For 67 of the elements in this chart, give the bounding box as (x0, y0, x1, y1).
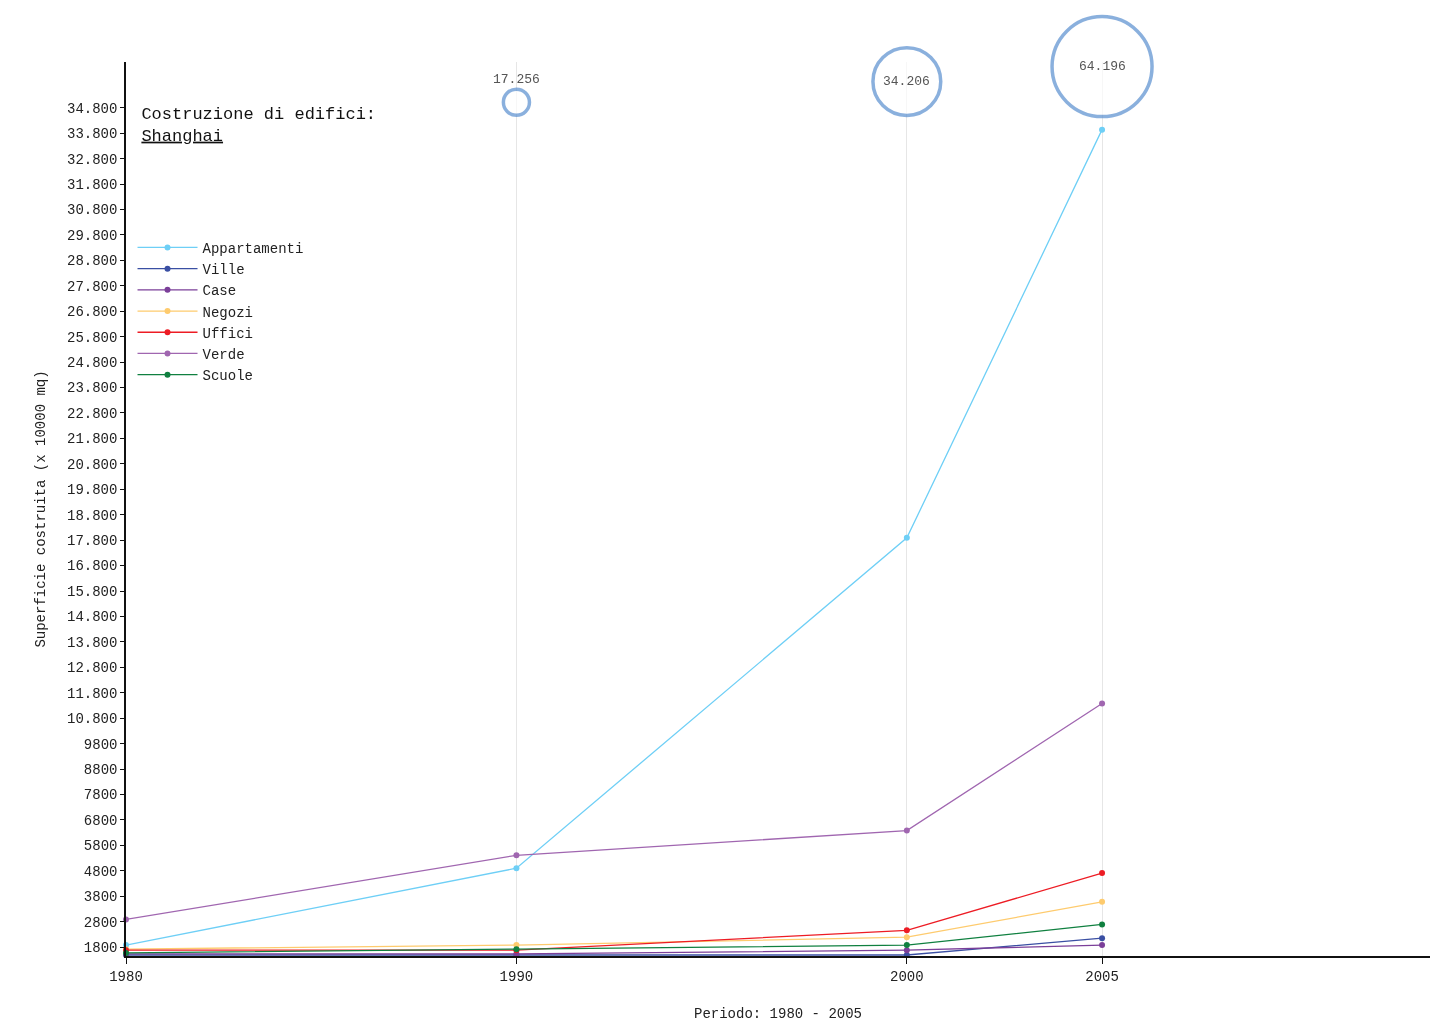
legend-label: Case (202, 283, 237, 300)
x-tick-label: 2000 (890, 968, 924, 985)
point (513, 865, 520, 872)
y-tick-label: 3800 (83, 889, 118, 906)
point (903, 934, 910, 941)
point (1099, 870, 1106, 877)
point (903, 942, 910, 949)
point (903, 827, 910, 834)
annotation: 34.206 (883, 74, 930, 89)
point (1099, 898, 1106, 905)
y-tick-label: 31.800 (67, 176, 118, 193)
text: Costruzione di edifici: (141, 104, 377, 124)
point (1099, 700, 1106, 707)
point (1099, 921, 1106, 928)
y-tick-label: 8800 (83, 761, 118, 778)
y-tick-label: 28.800 (67, 253, 118, 270)
legend-label: Appartamenti (202, 240, 304, 257)
y-tick-label: 2800 (83, 914, 118, 931)
legend-label: Negozi (202, 304, 253, 321)
y-tick-label: 18.800 (67, 507, 118, 524)
y-tick-label: 16.800 (67, 558, 118, 575)
x-axis-title: Periodo: 1980 - 2005 (693, 1006, 863, 1023)
x-tick-label: 2005 (1085, 968, 1119, 985)
y-tick-label: 26.800 (67, 304, 118, 321)
annotation: 64.196 (1079, 59, 1126, 74)
y-tick-label: 32.800 (67, 151, 118, 168)
y-tick-label: 34.800 (67, 100, 118, 117)
legend-label: Verde (202, 346, 245, 363)
y-tick-label: 13.800 (67, 634, 118, 651)
point (1099, 935, 1106, 942)
legend-label: Ville (202, 262, 245, 279)
y-tick-label: 14.800 (67, 609, 118, 626)
annotation: 17.256 (493, 72, 540, 87)
y-tick-label: 21.800 (67, 431, 118, 448)
y-tick-label: 20.800 (67, 456, 118, 473)
y-tick-label: 12.800 (67, 660, 118, 677)
y-tick-label: 1800 (83, 940, 118, 956)
point (903, 927, 910, 934)
point (1099, 126, 1106, 133)
y-tick-label: 11.800 (67, 685, 118, 702)
y-tick-label: 33.800 (67, 126, 118, 143)
legend-label: Scuole (202, 368, 253, 385)
y-tick-label: 15.800 (67, 583, 118, 600)
y-tick-label: 17.800 (67, 533, 118, 550)
y-tick-label: 23.800 (67, 380, 118, 397)
y-tick-label: 10.800 (67, 711, 118, 728)
y-tick-label: 19.800 (67, 482, 118, 499)
text: Shanghai (141, 126, 224, 146)
y-tick-label: 24.800 (67, 355, 118, 372)
y-axis-title: Superficie costruita (x 10000 mq) (33, 370, 50, 648)
y-tick-label: 9800 (83, 736, 118, 753)
point (1099, 942, 1106, 949)
y-tick-label: 6800 (83, 812, 118, 829)
y-tick-label: 27.800 (67, 278, 118, 295)
x-tick-label: 1980 (109, 968, 143, 985)
x-tick-label: 1990 (499, 968, 534, 985)
y-tick-label: 29.800 (67, 227, 118, 244)
y-tick-label: 30.800 (67, 202, 118, 219)
point (903, 534, 910, 541)
legend-label: Uffici (202, 325, 253, 342)
point (903, 947, 910, 954)
point (513, 852, 520, 859)
y-tick-label: 25.800 (67, 329, 118, 346)
y-tick-label: 5800 (83, 838, 118, 855)
y-tick-label: 22.800 (67, 405, 118, 422)
y-tick-label: 7800 (83, 787, 118, 804)
y-tick-label: 4800 (83, 863, 118, 880)
